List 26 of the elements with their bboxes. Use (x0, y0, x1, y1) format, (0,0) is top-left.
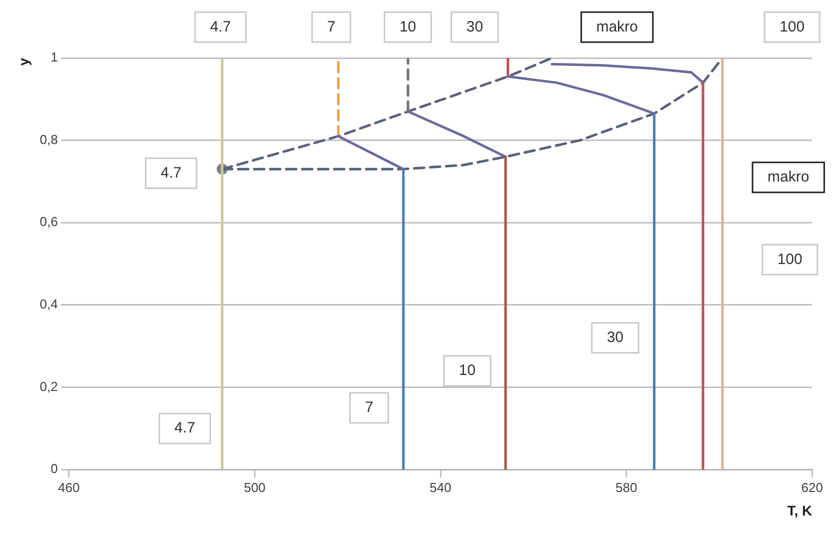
y-tick-label: 0,4 (40, 296, 58, 312)
y-axis-title: y (15, 58, 32, 66)
y-tick-label: 0 (50, 461, 58, 476)
text: 30 (466, 18, 484, 36)
text: 10 (399, 18, 416, 36)
x-tick-label: 460 (58, 480, 80, 495)
x-tick-label: 620 (801, 480, 824, 495)
y-tick-label: 0,8 (40, 132, 58, 147)
x-tick-label: 580 (615, 480, 638, 495)
y-tick-label: 0,2 (40, 378, 58, 394)
annotation: 10 (458, 362, 476, 379)
x-tick-label: 540 (430, 480, 452, 495)
annotation: 4.7 (174, 420, 196, 437)
annotation: 100 (777, 250, 802, 268)
x-tick-label: 500 (244, 480, 266, 495)
y-tick-label: 0,6 (40, 214, 58, 230)
annotation: 30 (606, 329, 624, 346)
x-axis-title: T, K (787, 502, 812, 518)
text: 7 (327, 18, 336, 36)
text: 100 (780, 18, 805, 36)
annotation: makro (768, 168, 810, 186)
annotation: 4.7 (160, 164, 182, 182)
text: 4.7 (210, 18, 231, 36)
y-tick-label: 1 (50, 50, 58, 65)
text: makro (596, 18, 638, 36)
annotation: 7 (364, 399, 374, 416)
